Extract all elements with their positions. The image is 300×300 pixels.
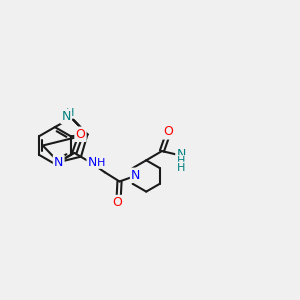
Text: N: N [131, 169, 140, 182]
Text: H: H [177, 163, 185, 173]
Text: N: N [88, 156, 97, 169]
Text: O: O [76, 128, 85, 141]
Text: H: H [66, 108, 74, 118]
Text: N: N [176, 148, 186, 161]
Text: N: N [61, 110, 71, 123]
Text: O: O [163, 125, 173, 138]
Text: H: H [177, 156, 185, 166]
Text: H: H [97, 158, 106, 168]
Text: O: O [112, 196, 122, 209]
Text: N: N [54, 156, 63, 169]
